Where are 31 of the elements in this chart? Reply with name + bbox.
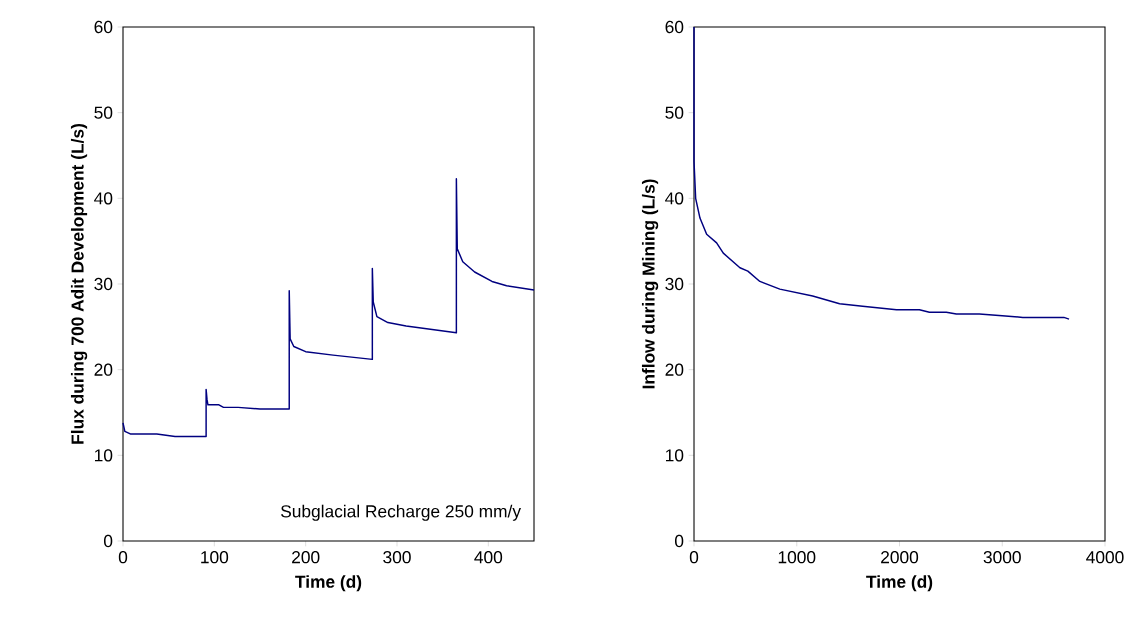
y-tick-label: 60 bbox=[94, 20, 113, 34]
x-tick-label: 300 bbox=[383, 551, 411, 564]
line-series bbox=[122, 177, 535, 438]
y-tick-label: 10 bbox=[666, 449, 684, 462]
y-axis-title: Flux during 700 Adit Development (L/s) bbox=[70, 124, 88, 444]
y-tick-label: 10 bbox=[95, 449, 113, 462]
y-tick-label: 50 bbox=[665, 106, 684, 119]
y-tick-label: 0 bbox=[674, 534, 684, 548]
y-tick-label: 0 bbox=[103, 534, 113, 548]
x-tick-label: 400 bbox=[474, 551, 503, 564]
y-tick-label: 30 bbox=[665, 277, 684, 291]
x-axis-title: Time (d) bbox=[295, 575, 362, 592]
y-tick-label: 30 bbox=[94, 277, 113, 291]
x-tick-label: 0 bbox=[118, 551, 128, 564]
x-tick-label: 200 bbox=[292, 551, 320, 564]
annotation: Subglacial Recharge 250 mm/y bbox=[281, 504, 521, 521]
x-axis-title: Time (d) bbox=[866, 575, 933, 592]
x-tick-label: 1000 bbox=[778, 551, 816, 564]
y-tick-label: 40 bbox=[665, 192, 684, 205]
y-tick-label: 50 bbox=[94, 106, 113, 119]
x-tick-label: 100 bbox=[201, 551, 229, 564]
y-tick-label: 20 bbox=[665, 363, 684, 376]
y-tick-label: 60 bbox=[665, 20, 684, 34]
x-tick-label: 3000 bbox=[983, 551, 1021, 564]
line-series bbox=[693, 26, 1070, 320]
y-axis-title: Inflow during Mining (L/s) bbox=[641, 179, 659, 389]
y-tick-label: 40 bbox=[94, 192, 113, 205]
x-tick-label: 2000 bbox=[881, 551, 919, 564]
x-tick-label: 0 bbox=[689, 551, 699, 564]
y-tick-label: 20 bbox=[94, 363, 113, 376]
x-tick-label: 4000 bbox=[1086, 551, 1124, 564]
